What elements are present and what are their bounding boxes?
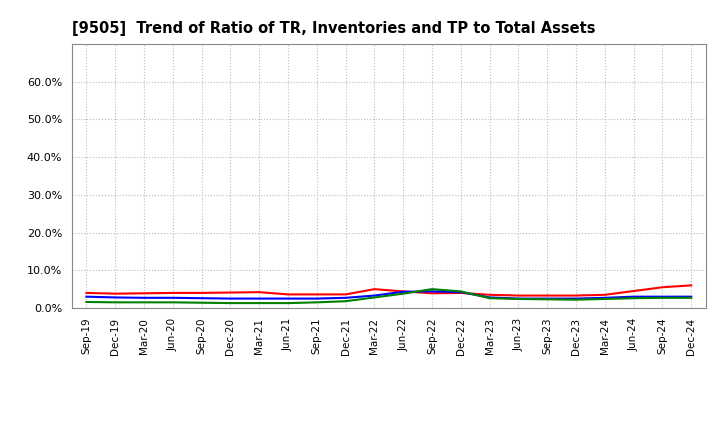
Trade Receivables <box>140 291 148 296</box>
Inventories <box>82 294 91 299</box>
Inventories <box>226 296 235 301</box>
Inventories <box>284 296 292 301</box>
Trade Receivables <box>312 292 321 297</box>
Trade Receivables <box>514 293 523 298</box>
Trade Payables <box>687 295 696 301</box>
Inventories <box>687 294 696 299</box>
Trade Receivables <box>658 285 667 290</box>
Trade Receivables <box>543 293 552 298</box>
Trade Receivables <box>255 290 264 295</box>
Trade Payables <box>399 291 408 296</box>
Inventories <box>572 296 580 301</box>
Line: Inventories: Inventories <box>86 291 691 299</box>
Inventories <box>428 289 436 294</box>
Trade Payables <box>572 297 580 302</box>
Inventories <box>140 295 148 301</box>
Trade Payables <box>428 286 436 292</box>
Trade Receivables <box>428 291 436 296</box>
Inventories <box>629 294 638 299</box>
Trade Receivables <box>341 292 350 297</box>
Trade Receivables <box>168 290 177 296</box>
Trade Payables <box>168 300 177 305</box>
Trade Payables <box>341 299 350 304</box>
Inventories <box>197 296 206 301</box>
Trade Payables <box>600 296 609 301</box>
Trade Payables <box>255 301 264 306</box>
Trade Receivables <box>456 290 465 296</box>
Trade Receivables <box>82 290 91 296</box>
Trade Payables <box>82 299 91 304</box>
Trade Receivables <box>111 291 120 296</box>
Trade Payables <box>629 296 638 301</box>
Trade Payables <box>111 300 120 305</box>
Inventories <box>341 295 350 301</box>
Trade Receivables <box>197 290 206 296</box>
Inventories <box>370 293 379 298</box>
Trade Payables <box>197 300 206 305</box>
Inventories <box>255 296 264 301</box>
Trade Payables <box>485 296 494 301</box>
Trade Payables <box>370 295 379 300</box>
Trade Payables <box>140 300 148 305</box>
Inventories <box>456 290 465 295</box>
Inventories <box>168 295 177 301</box>
Inventories <box>485 295 494 300</box>
Trade Receivables <box>399 289 408 294</box>
Inventories <box>600 295 609 301</box>
Trade Payables <box>543 297 552 302</box>
Trade Receivables <box>629 288 638 293</box>
Line: Trade Receivables: Trade Receivables <box>86 286 691 296</box>
Inventories <box>543 296 552 301</box>
Trade Payables <box>226 301 235 306</box>
Inventories <box>514 296 523 301</box>
Trade Payables <box>312 300 321 305</box>
Trade Receivables <box>226 290 235 295</box>
Inventories <box>111 295 120 300</box>
Text: [9505]  Trend of Ratio of TR, Inventories and TP to Total Assets: [9505] Trend of Ratio of TR, Inventories… <box>72 21 595 36</box>
Trade Receivables <box>687 283 696 288</box>
Inventories <box>658 294 667 299</box>
Line: Trade Payables: Trade Payables <box>86 289 691 303</box>
Inventories <box>399 289 408 294</box>
Trade Receivables <box>600 292 609 297</box>
Trade Payables <box>456 289 465 294</box>
Trade Receivables <box>485 292 494 297</box>
Trade Receivables <box>572 293 580 298</box>
Trade Payables <box>658 295 667 301</box>
Inventories <box>312 296 321 301</box>
Trade Receivables <box>370 286 379 292</box>
Trade Receivables <box>284 292 292 297</box>
Trade Payables <box>284 301 292 306</box>
Trade Payables <box>514 296 523 301</box>
